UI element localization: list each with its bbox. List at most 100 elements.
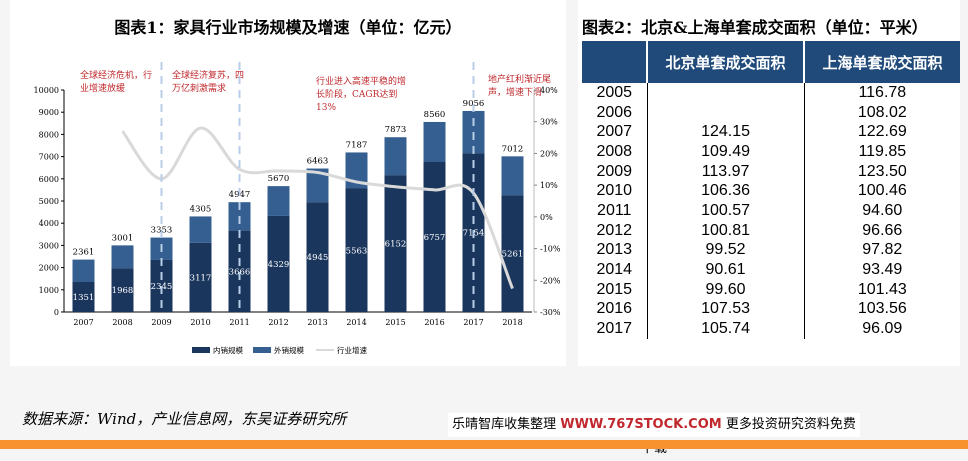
domestic-label: 1351 xyxy=(73,293,95,303)
domestic-label: 6152 xyxy=(385,240,407,250)
table-row: 2006 108.02 xyxy=(582,102,960,123)
bar-export xyxy=(72,259,95,283)
bar-export xyxy=(306,168,329,203)
total-label: 7012 xyxy=(502,144,524,154)
table-row: 2017 105.74 96.09 xyxy=(582,319,960,339)
cell-shanghai: 96.66 xyxy=(803,220,960,241)
table-row: 2014 90.61 93.49 xyxy=(582,260,960,280)
bar-domestic xyxy=(111,268,134,312)
y-tick-label: 0 xyxy=(54,308,59,317)
table-row: 2010 106.36 100.46 xyxy=(582,181,960,202)
cell-beijing: 106.36 xyxy=(646,181,805,202)
header-shanghai: 上海单套成交面积 xyxy=(803,41,960,83)
x-tick-label: 2011 xyxy=(229,318,249,327)
cell-year: 2007 xyxy=(596,123,633,141)
cell-beijing: 99.52 xyxy=(646,240,805,261)
domestic-label: 5261 xyxy=(502,250,524,260)
table-row: 2011 100.57 94.60 xyxy=(582,201,960,221)
cell-beijing: 107.53 xyxy=(646,299,805,320)
cell-beijing xyxy=(646,83,805,103)
y-tick-label: 2000 xyxy=(39,264,59,273)
domestic-label: 6757 xyxy=(424,233,446,243)
total-label: 8560 xyxy=(424,110,446,120)
cell-year: 2006 xyxy=(596,103,633,121)
y2-tick-label: 20% xyxy=(540,149,558,158)
footer-bar xyxy=(0,440,968,449)
bar-export xyxy=(501,156,524,196)
total-label: 3001 xyxy=(112,233,134,243)
bar-domestic xyxy=(384,175,407,312)
cell-year: 2017 xyxy=(596,320,633,338)
cell-shanghai: 97.82 xyxy=(803,240,960,261)
x-tick-label: 2007 xyxy=(73,318,93,327)
table-row: 2009 113.97 123.50 xyxy=(582,161,960,182)
y-tick-label: 9000 xyxy=(39,108,59,117)
watermark-url[interactable]: WWW.767STOCK.COM xyxy=(560,417,722,432)
cell-year: 2012 xyxy=(596,221,633,239)
table-row: 2005 116.78 xyxy=(582,83,960,103)
x-tick-label: 2010 xyxy=(190,318,210,327)
bar-domestic xyxy=(306,202,329,312)
cell-shanghai: 122.69 xyxy=(803,122,960,143)
cell-year: 2015 xyxy=(596,280,633,298)
legend-label-growth: 行业增速 xyxy=(337,345,367,355)
bar-export xyxy=(423,121,446,162)
y2-tick-label: -10% xyxy=(540,245,561,254)
legend-label-export: 外销规模 xyxy=(274,345,304,355)
cell-beijing: 109.49 xyxy=(646,142,805,162)
x-tick-label: 2018 xyxy=(502,318,522,327)
cell-year: 2011 xyxy=(597,201,632,219)
domestic-label: 5563 xyxy=(346,246,368,256)
y2-tick-label: -30% xyxy=(540,308,561,317)
bar-export xyxy=(267,186,290,216)
y2-tick-label: 40% xyxy=(540,86,558,95)
y-tick-label: 3000 xyxy=(39,241,59,250)
bar-domestic xyxy=(228,230,251,312)
domestic-label: 3117 xyxy=(190,273,212,283)
cell-shanghai: 93.49 xyxy=(803,260,960,280)
table-row: 2016 107.53 103.56 xyxy=(582,299,960,320)
chart-panel: 图表1：家具行业市场规模及增速（单位：亿元） 全球经济危机，行业增速放缓 全球经… xyxy=(10,0,566,366)
cell-shanghai: 123.50 xyxy=(803,161,960,182)
cell-year: 2014 xyxy=(596,261,633,279)
table-row: 2008 109.49 119.85 xyxy=(582,142,960,162)
cell-beijing: 100.57 xyxy=(646,201,805,221)
header-beijing: 北京单套成交面积 xyxy=(645,41,805,83)
cell-shanghai: 103.56 xyxy=(803,299,960,320)
cell-beijing: 113.97 xyxy=(646,161,805,182)
y-tick-label: 10000 xyxy=(34,86,59,95)
cell-year: 2016 xyxy=(596,300,633,318)
x-tick-label: 2008 xyxy=(112,318,132,327)
total-label: 7873 xyxy=(385,125,407,135)
cell-shanghai: 116.78 xyxy=(803,83,960,103)
x-tick-label: 2014 xyxy=(346,318,366,327)
x-tick-label: 2017 xyxy=(463,318,483,327)
bar-export xyxy=(189,216,212,243)
y-tick-label: 5000 xyxy=(39,197,59,206)
bar-line-chart: 0 1000 2000 3000 4000 5000 6000 7000 8000 9000 100… xyxy=(34,62,561,355)
total-label: 4305 xyxy=(190,204,212,214)
cell-shanghai: 101.43 xyxy=(803,279,960,300)
x-tick-label: 2015 xyxy=(385,318,405,327)
bar-domestic xyxy=(501,195,524,312)
cell-beijing: 90.61 xyxy=(646,260,805,280)
table-panel: 图表2：北京&上海单套成交面积（单位：平米） 北京单套成交面积 上海单套成交面积… xyxy=(578,0,960,366)
cell-year: 2005 xyxy=(596,83,633,101)
annotation-recovery: 全球经济复苏，四万亿刺激需求 xyxy=(172,71,245,94)
annotation-crisis: 全球经济危机，行业增速放缓 xyxy=(80,71,153,94)
y2-tick-label: 30% xyxy=(540,118,558,127)
bar-domestic xyxy=(150,259,173,312)
cell-year: 2008 xyxy=(596,142,633,160)
total-label: 9056 xyxy=(463,99,485,109)
cell-shanghai: 108.02 xyxy=(803,102,960,123)
cell-year: 2010 xyxy=(596,182,633,200)
cell-year: 2013 xyxy=(596,241,633,259)
cell-beijing: 100.81 xyxy=(646,220,805,241)
cell-shanghai: 100.46 xyxy=(803,181,960,202)
table-row: 2012 100.81 96.66 xyxy=(582,220,960,241)
y-tick-label: 6000 xyxy=(39,175,59,184)
bar-export xyxy=(384,137,407,176)
watermark-left: 乐晴智库收集整理 xyxy=(452,417,557,432)
cell-beijing: 105.74 xyxy=(646,319,805,339)
x-tick-label: 2012 xyxy=(268,318,288,327)
